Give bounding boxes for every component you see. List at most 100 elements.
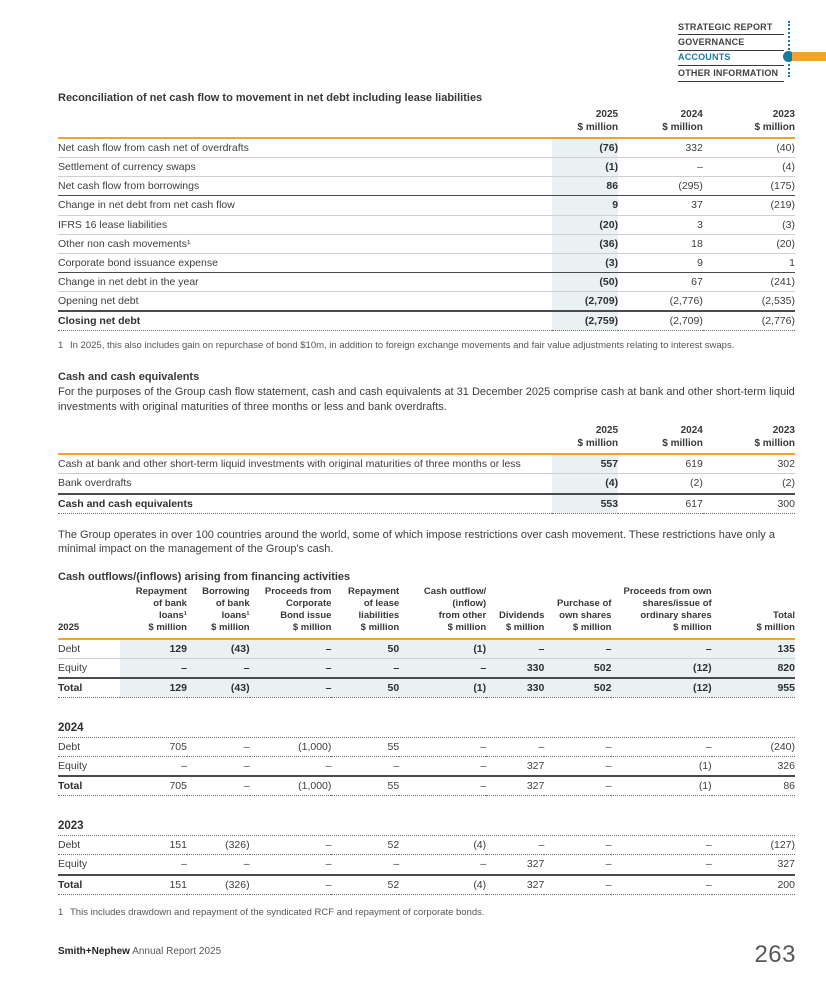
cell-value: – <box>249 677 332 698</box>
cell-value: 37 <box>618 195 703 216</box>
cell-value: (241) <box>702 272 795 293</box>
cell-value: – <box>186 756 250 778</box>
cell-value: – <box>399 756 487 778</box>
row-label: Other non cash movements¹ <box>58 234 552 254</box>
cell-value: (1) <box>611 756 712 778</box>
cell-value: (326) <box>186 836 250 856</box>
footnote-1: 1 In 2025, this also includes gain on re… <box>58 340 764 353</box>
cell-value: 330 <box>486 677 545 698</box>
cell-value: – <box>249 854 332 876</box>
cell-value: – <box>186 737 250 758</box>
column-header: Repayment of bank loans¹ $ million <box>119 583 187 640</box>
cell-value: 18 <box>618 234 703 254</box>
footer-brand: Smith+Nephew <box>58 946 130 957</box>
row-label: Debt <box>58 638 120 659</box>
table-row: Corporate bond issuance expense (3) 9 1 <box>58 253 795 273</box>
nav-item-strategic-report[interactable]: STRATEGIC REPORT <box>678 20 784 36</box>
row-label: Debt <box>58 737 120 758</box>
cell-value: – <box>544 854 612 876</box>
cell-value: (2,776) <box>618 291 703 313</box>
cell-value: (3) <box>551 253 619 273</box>
column-header: 2024 $ million <box>618 106 703 139</box>
year-heading-2024: 2024 <box>58 720 795 738</box>
cell-value: 619 <box>618 454 703 475</box>
footnote-marker: 1 <box>58 906 64 918</box>
row-label: Settlement of currency swaps <box>58 157 552 178</box>
cell-value: (4) <box>702 157 795 178</box>
report-section-nav: STRATEGIC REPORT GOVERNANCE ACCOUNTS OTHER … <box>678 20 826 82</box>
cell-value: 50 <box>331 638 400 659</box>
nav-item-accounts[interactable]: ACCOUNTS <box>678 51 784 67</box>
table-header: 2025 $ million 2024 $ million 2023 $ milli… <box>58 106 795 139</box>
cell-value: 1 <box>702 253 795 273</box>
table-row: Opening net debt (2,709) (2,776) (2,535) <box>58 291 795 313</box>
cell-value: 67 <box>618 272 703 293</box>
cell-value: – <box>186 776 250 797</box>
cell-value: (240) <box>711 737 795 758</box>
cell-value: – <box>611 836 712 856</box>
table-row: Bank overdrafts (4) (2) (2) <box>58 473 795 495</box>
cell-value: (175) <box>702 176 795 197</box>
cell-value: – <box>544 776 612 797</box>
column-header: Cash outflow/ (inflow) from other $ mill… <box>399 583 487 640</box>
cell-value: 52 <box>331 874 400 895</box>
cell-value: 502 <box>544 677 612 698</box>
cell-value: (50) <box>551 272 619 293</box>
cell-value: 151 <box>119 836 187 856</box>
cell-value: 135 <box>711 638 795 659</box>
cell-value: 200 <box>711 874 795 895</box>
cell-value: 705 <box>119 776 187 797</box>
row-label: Total <box>58 776 120 797</box>
cell-value: – <box>119 854 187 876</box>
table-row: Change in net debt from net cash flow 9 37… <box>58 195 795 216</box>
table-row: Change in net debt in the year (50) 67 (241… <box>58 272 795 293</box>
cell-value: (40) <box>702 138 795 159</box>
column-header: Borrowing of bank loans¹ $ million <box>186 583 250 640</box>
row-label: IFRS 16 lease liabilities <box>58 215 552 235</box>
nav-item-other-information[interactable]: OTHER INFORMATION <box>678 66 784 82</box>
cell-value: (1,000) <box>249 776 332 797</box>
cell-value: (20) <box>551 215 619 235</box>
cell-value: 129 <box>119 677 187 698</box>
cell-value: 3 <box>618 215 703 235</box>
cell-value: 151 <box>119 874 187 895</box>
cell-value: (4) <box>551 473 619 495</box>
column-header: 2023 $ million <box>702 106 795 139</box>
cell-value: 557 <box>551 454 619 475</box>
table-header: 2025 $ million 2024 $ million 2023 $ milli… <box>58 422 795 456</box>
table-row: Debt 129 (43) –50 (1) – – –135 <box>58 638 795 659</box>
table-row: Equity – – – – –327– –327 <box>58 854 795 876</box>
cell-value: 50 <box>331 677 400 698</box>
cash-restrictions-paragraph: The Group operates in over 100 countries… <box>58 528 775 556</box>
cell-value: – <box>399 776 487 797</box>
cell-value: 332 <box>618 138 703 159</box>
cell-value: – <box>249 836 332 856</box>
cell-value: 330 <box>486 658 545 679</box>
page-footer: Smith+Nephew Annual Report 2025 <box>58 946 221 957</box>
cell-value: (1) <box>399 638 487 659</box>
cell-value: (2,709) <box>618 311 703 332</box>
row-label: Cash at bank and other short-term liquid… <box>58 454 552 475</box>
column-header: Proceeds from Corporate Bond issue $ mil… <box>249 583 332 640</box>
cell-value: (1) <box>611 776 712 797</box>
cell-value: – <box>186 854 250 876</box>
table-row: Net cash flow from borrowings 86 (295) (175… <box>58 176 795 197</box>
row-label: Corporate bond issuance expense <box>58 253 552 273</box>
column-header: 2025 $ million <box>551 422 619 456</box>
table-row: Total 151 (326) –52 (4) 327– –200 <box>58 874 795 895</box>
cell-value: 327 <box>711 854 795 876</box>
page-content: Reconciliation of net cash flow to movem… <box>58 92 795 920</box>
nav-item-governance[interactable]: GOVERNANCE <box>678 35 784 51</box>
cell-value: (2) <box>702 473 795 495</box>
cell-value: (20) <box>702 234 795 254</box>
cash-equivalents-intro: For the purposes of the Group cash flow … <box>58 386 795 413</box>
row-label: Bank overdrafts <box>58 473 552 495</box>
cell-value: – <box>611 638 712 659</box>
net-debt-reconciliation-table: 2025 $ million 2024 $ million 2023 $ milli… <box>58 106 795 332</box>
nav-items: STRATEGIC REPORT GOVERNANCE ACCOUNTS OTHER … <box>678 20 826 82</box>
table-row: Settlement of currency swaps (1) – (4) <box>58 157 795 178</box>
financing-table-2025: 2025 Repayment of bank loans¹ $ million Bo… <box>58 583 795 698</box>
cell-value: – <box>544 874 612 895</box>
nav-rail-dotted-line <box>788 21 790 77</box>
table-header-row: 2025 Repayment of bank loans¹ $ million Bo… <box>58 583 795 640</box>
